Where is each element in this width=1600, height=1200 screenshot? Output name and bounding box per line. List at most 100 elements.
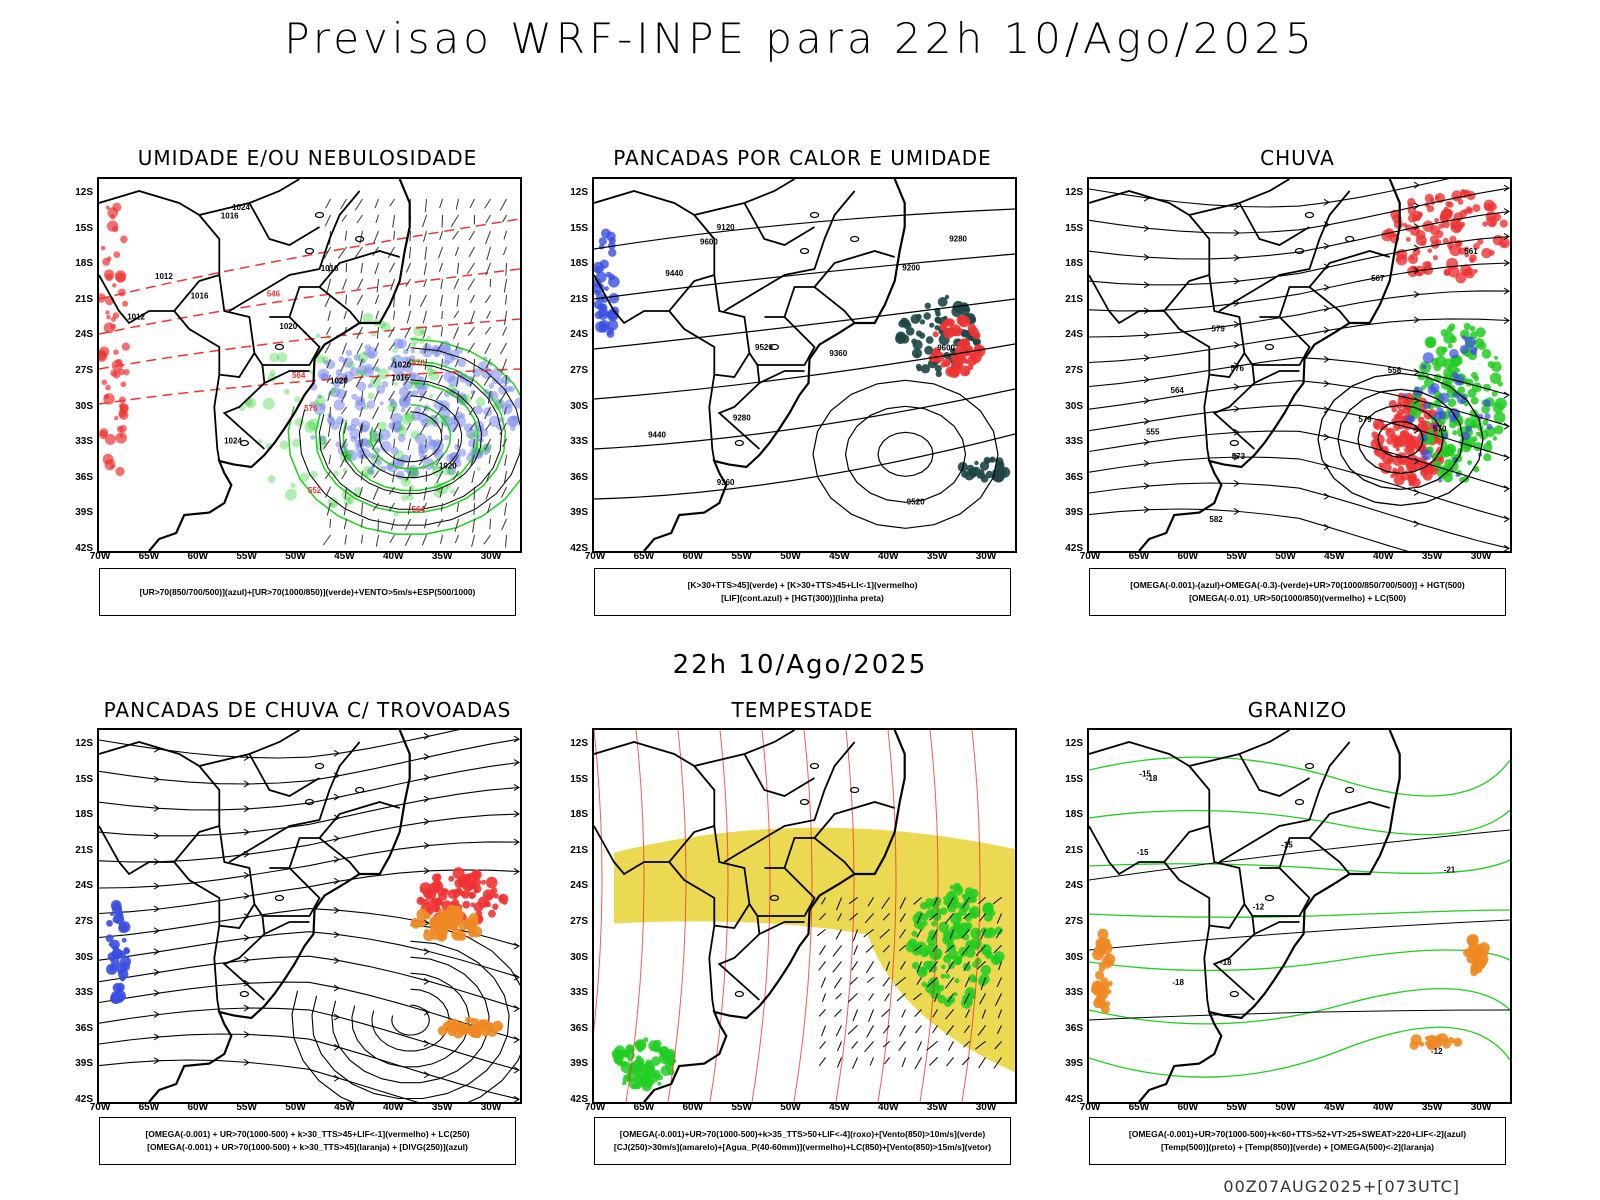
lon-tick-label: 55W — [236, 551, 257, 562]
lat-tick-label: 33S — [570, 987, 588, 999]
forecast-map: 1016 1012 1020 1016 1024 1016 1012 1020 1020 1016… — [97, 177, 522, 553]
lon-tick-label: 50W — [285, 1102, 306, 1113]
forecast-map: 9600 9600 9520 9520 9440 9440 9360 9360 9280 9280… — [592, 177, 1017, 553]
contour-label: -18 — [1146, 774, 1158, 783]
lon-tick-label: 60W — [1177, 1102, 1199, 1113]
panel-title: PANCADAS POR CALOR E UMIDADE — [613, 146, 992, 170]
contour-label: 9360 — [717, 478, 735, 487]
contour-label: -21 — [1444, 866, 1456, 875]
contour-label: 1016 — [221, 211, 239, 220]
lat-tick-label: 15S — [570, 222, 588, 234]
lon-tick-label: 35W — [1421, 551, 1443, 562]
lon-tick-label: 50W — [780, 551, 801, 562]
forecast-map: 582 579 576 573 570 567 564 561 558 555 579 — [1087, 177, 1512, 553]
lon-tick-label: 70W — [584, 1102, 606, 1113]
contour-label: -18 — [1220, 958, 1232, 967]
lat-tick-label: 30S — [75, 951, 93, 963]
legend-line: [LIF](cont.azul) + [HGT(300)](linha pret… — [721, 593, 884, 603]
lat-tick-label: 33S — [1065, 987, 1083, 999]
lat-tick-label: 42S — [75, 543, 93, 554]
lat-tick-label: 15S — [75, 773, 93, 785]
contour-label: 1024 — [224, 437, 242, 446]
contour-label: 552 — [308, 486, 322, 495]
contour-label: 567 — [1371, 274, 1385, 283]
lon-tick-label: 70W — [1079, 1102, 1101, 1113]
panel-title: PANCADAS DE CHUVA C/ TROVOADAS — [103, 698, 512, 722]
lat-tick-label: 15S — [1065, 773, 1083, 785]
contour-label: 564 — [292, 371, 306, 380]
lat-tick-label: 30S — [1065, 951, 1083, 963]
lon-tick-label: 60W — [682, 551, 704, 562]
lat-tick-label: 42S — [75, 1094, 93, 1105]
lon-tick-label: 50W — [285, 551, 306, 562]
contour-label: 9440 — [665, 269, 683, 278]
contour-label: 9600 — [700, 237, 718, 246]
lon-tick-label: 50W — [1275, 551, 1296, 562]
lat-tick-label: 21S — [75, 844, 93, 856]
contour-label: -12 — [1431, 1047, 1443, 1056]
contour-label: -15 — [1137, 848, 1149, 857]
lon-tick-label: 45W — [334, 1102, 355, 1113]
lat-tick-label: 24S — [1065, 880, 1083, 892]
legend-line: [CJ(250)>30m/s](amarelo)+[Agua_P(40-60mm… — [613, 1142, 992, 1152]
lon-tick-label: 60W — [187, 1102, 209, 1113]
lat-tick-label: 42S — [1065, 1094, 1083, 1105]
lat-tick-label: 39S — [570, 1058, 588, 1070]
map-svg: -12-15-18-21-18-15-12-15-18 — [1089, 730, 1510, 1102]
lat-tick-label: 18S — [75, 258, 93, 270]
lat-tick-label: 36S — [75, 471, 93, 483]
contour-label: 555 — [1146, 427, 1160, 436]
lat-tick-label: 12S — [1065, 738, 1083, 749]
contour-label: 1012 — [155, 272, 173, 281]
contour-label: 579 — [1212, 324, 1226, 333]
lat-tick-label: 42S — [1065, 543, 1083, 554]
lat-tick-label: 36S — [1065, 471, 1083, 483]
lon-tick-label: 35W — [431, 551, 453, 562]
panel-title: TEMPESTADE — [731, 698, 874, 722]
panel-title: GRANIZO — [1247, 698, 1348, 722]
lon-tick-label: 35W — [926, 1102, 948, 1113]
contour-label: 1020 — [279, 322, 297, 331]
lon-tick-label: 50W — [780, 1102, 801, 1113]
lon-tick-label: 55W — [731, 1102, 752, 1113]
lat-tick-label: 30S — [570, 400, 588, 412]
contour-label: -15 — [1281, 841, 1293, 850]
run-timestamp: 00Z07AUG2025+[073UTC] — [1223, 1177, 1460, 1196]
contour-label: 9120 — [717, 223, 735, 232]
lon-tick-label: 40W — [382, 551, 404, 562]
map-svg: 582 579 576 573 570 567 564 561 558 555 579 — [1089, 179, 1510, 551]
lon-tick-label: 60W — [682, 1102, 704, 1113]
lon-tick-label: 65W — [633, 1102, 655, 1113]
contour-label: 1012 — [127, 312, 145, 321]
lon-tick-label: 35W — [926, 551, 948, 562]
lon-tick-label: 30W — [480, 1102, 502, 1113]
lon-tick-label: 65W — [138, 1102, 160, 1113]
lat-tick-label: 15S — [1065, 222, 1083, 234]
lat-tick-label: 24S — [75, 329, 93, 341]
contour-label: 1016 — [321, 264, 339, 273]
contour-label: 582 — [1209, 515, 1223, 524]
contour-label: 1024 — [232, 203, 250, 212]
contour-label: 9360 — [829, 349, 847, 358]
lat-tick-label: 27S — [1065, 916, 1083, 927]
contour-label: 9520 — [755, 343, 773, 352]
lat-tick-label: 15S — [75, 222, 93, 234]
contour-label: 561 — [1464, 247, 1478, 256]
map-legend: [K>30+TTS>45](verde) + [K>30+TTS>45+LI<-… — [594, 568, 1011, 616]
contour-label: -15 — [1139, 769, 1151, 778]
legend-line: [Temp(500)](preto) + [Temp(850)](verde) … — [1161, 1142, 1434, 1152]
map-legend: [OMEGA(-0.001) + UR>70(1000-500) + k>30_… — [99, 1117, 516, 1165]
lon-tick-label: 55W — [1226, 551, 1247, 562]
lon-tick-label: 35W — [431, 1102, 453, 1113]
lon-tick-label: 60W — [1177, 551, 1199, 562]
forecast-map — [592, 728, 1017, 1104]
map-svg: 9600 9600 9520 9520 9440 9440 9360 9360 9280 9280… — [594, 179, 1015, 551]
lon-tick-label: 35W — [1421, 1102, 1443, 1113]
lon-tick-label: 65W — [633, 551, 655, 562]
lat-tick-label: 27S — [75, 916, 93, 927]
lat-tick-label: 18S — [75, 809, 93, 821]
forecast-map — [97, 728, 522, 1104]
lon-tick-label: 70W — [1079, 551, 1101, 562]
legend-line: [OMEGA(-0.001)+UR>70(1000-500)+k>35_TTS>… — [619, 1129, 986, 1139]
map-legend: [OMEGA(-0.001)-(azul)+OMEGA(-0.3)-(verde… — [1089, 568, 1506, 616]
